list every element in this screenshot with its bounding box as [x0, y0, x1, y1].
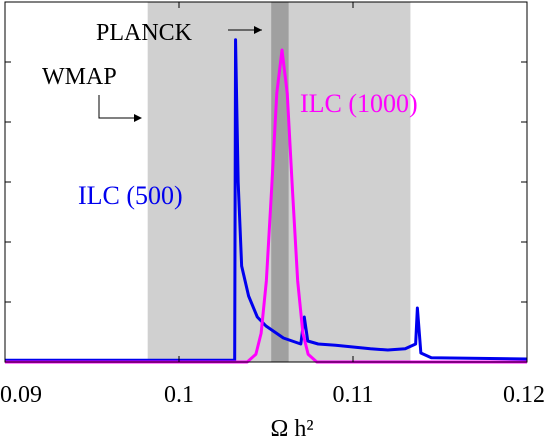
x-tick-label: 0.12 — [503, 382, 545, 408]
legend-label: ILC (1000) — [300, 89, 418, 118]
x-axis-label: Ω h² — [270, 416, 313, 442]
band-label: WMAP — [42, 64, 117, 90]
arrow-head — [254, 26, 262, 34]
band-label: PLANCK — [96, 20, 193, 46]
x-tick-label: 0.1 — [164, 382, 194, 408]
arrow — [98, 95, 140, 119]
legend-label: ILC (500) — [78, 181, 183, 210]
line — [5, 48, 527, 364]
arrow-head — [134, 114, 142, 122]
x-tick-label: 0.11 — [332, 382, 373, 408]
x-tick-label: 0.09 — [0, 382, 42, 408]
